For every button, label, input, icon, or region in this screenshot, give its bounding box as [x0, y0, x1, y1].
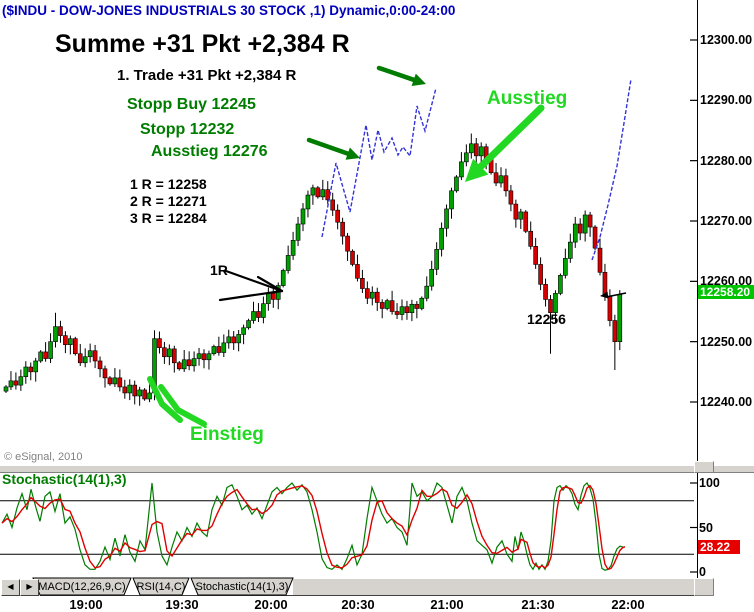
tab-active-indicator[interactable]: Stochastic(14(1),3) [195, 581, 289, 593]
price-axis-label: 12250.00 [700, 334, 753, 349]
last-price-badge: 12258.20 [698, 285, 754, 299]
time-axis-label: 19:30 [165, 597, 199, 612]
ausstieg-level-label: Ausstieg 12276 [151, 143, 268, 160]
r3-label: 3 R = 12284 [130, 210, 207, 226]
tab-indicator[interactable]: RSI(14,C) [136, 581, 186, 593]
left-arrow-icon: ◀ [7, 582, 14, 591]
stoch-axis-label: 100 [699, 476, 720, 490]
pane-divider[interactable] [0, 465, 754, 473]
einstieg-label: Einstieg [190, 424, 264, 445]
stopp-buy-label: Stopp Buy 12245 [127, 96, 256, 113]
r2-label: 2 R = 12271 [130, 193, 207, 209]
right-arrow-icon: ▶ [26, 582, 33, 591]
time-axis-label: 22:00 [611, 597, 645, 612]
stopp-label: Stopp 12232 [140, 121, 235, 138]
tab-indicator[interactable]: MACD(12,26,9,C) [38, 581, 126, 593]
price-axis-label: 12270.00 [700, 213, 753, 228]
pane-splitter-handle[interactable] [694, 461, 714, 473]
trade-label: 1. Trade +31 Pkt +2,384 R [117, 67, 297, 84]
price-axis-label: 12240.00 [700, 394, 753, 409]
scroll-left-button[interactable]: ◀ [1, 579, 20, 596]
scroll-corner [694, 578, 714, 596]
chart-title: ($INDU - DOW-JONES INDUSTRIALS 30 STOCK … [2, 3, 456, 18]
stoch-value-badge: 28.22 [698, 540, 740, 554]
swing-low-label: 12256 [527, 311, 566, 327]
time-axis-label: 20:30 [341, 597, 375, 612]
stoch-axis-label: 50 [699, 520, 713, 535]
time-axis-label: 20:00 [254, 597, 288, 612]
copyright-label: © eSignal, 2010 [4, 451, 83, 463]
r1-label: 1 R = 12258 [130, 176, 207, 192]
time-axis-label: 19:00 [69, 597, 103, 612]
price-axis-label: 12290.00 [700, 93, 753, 108]
main-chart-area[interactable] [0, 0, 697, 465]
stoch-axis-label: 0 [699, 565, 706, 579]
time-axis-label: 21:00 [430, 597, 464, 612]
price-axis-label: 12300.00 [700, 33, 753, 47]
ausstieg-label: Ausstieg [487, 88, 568, 109]
time-axis-label: 21:30 [521, 597, 555, 612]
scroll-right-button[interactable]: ▶ [20, 579, 39, 596]
price-axis-label: 12280.00 [700, 153, 753, 168]
price-axis-label: 12260.00 [700, 274, 753, 289]
summary-label: Summe +31 Pkt +2,384 R [55, 30, 350, 58]
indicator-label: Stochastic(14(1),3) [2, 471, 127, 487]
one-r-marker: 1R [210, 262, 228, 278]
stochastic-panel[interactable] [0, 471, 697, 578]
